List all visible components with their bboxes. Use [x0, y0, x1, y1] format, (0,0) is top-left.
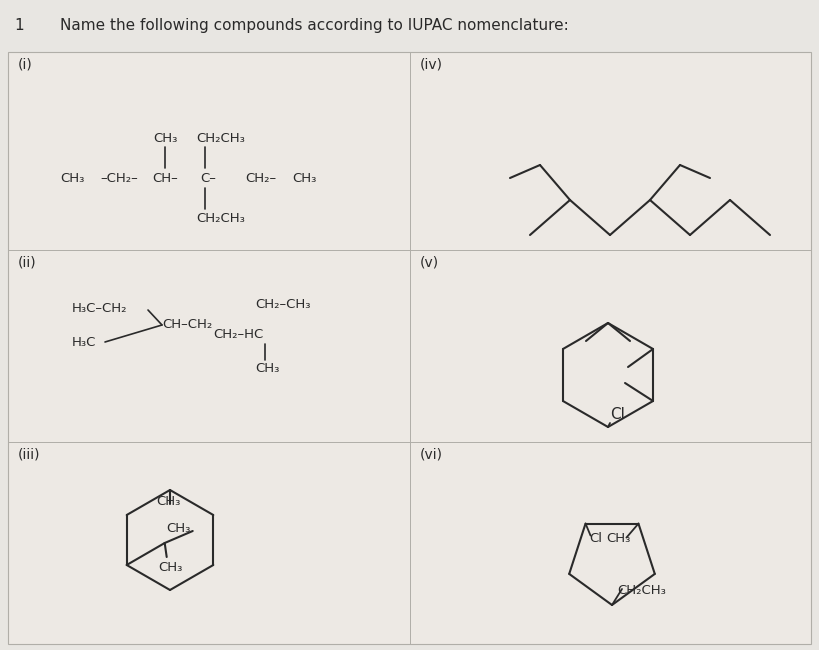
Text: CH₂–HC: CH₂–HC — [213, 328, 263, 341]
Text: Cl: Cl — [610, 407, 625, 422]
Text: Name the following compounds according to IUPAC nomenclature:: Name the following compounds according t… — [60, 18, 568, 33]
Text: CH₃: CH₃ — [156, 495, 180, 508]
Text: CH₂CH₃: CH₂CH₃ — [196, 211, 245, 224]
Text: CH₃: CH₃ — [255, 361, 279, 374]
Text: (vi): (vi) — [420, 448, 443, 462]
Text: –CH₂–: –CH₂– — [100, 172, 138, 185]
Text: CH₃: CH₃ — [606, 532, 631, 545]
Text: CH₂CH₃: CH₂CH₃ — [196, 131, 245, 144]
Text: CH₃: CH₃ — [292, 172, 316, 185]
Text: CH–CH₂: CH–CH₂ — [162, 318, 212, 332]
Text: CH₃: CH₃ — [153, 131, 178, 144]
Text: H₃C–CH₂: H₃C–CH₂ — [72, 302, 128, 315]
Text: 1: 1 — [14, 18, 24, 33]
Text: CH₂CH₃: CH₂CH₃ — [617, 584, 666, 597]
Text: CH₃: CH₃ — [159, 561, 183, 574]
Text: (iv): (iv) — [420, 58, 443, 72]
Text: (iii): (iii) — [18, 448, 40, 462]
Text: (v): (v) — [420, 255, 439, 269]
Text: CH₃: CH₃ — [60, 172, 84, 185]
Text: (ii): (ii) — [18, 255, 37, 269]
Text: H₃C: H₃C — [72, 335, 97, 348]
Text: CH–: CH– — [152, 172, 178, 185]
Text: CH₃: CH₃ — [167, 522, 191, 535]
Text: CH₂–: CH₂– — [245, 172, 276, 185]
Text: Cl: Cl — [590, 532, 603, 545]
Text: C–: C– — [200, 172, 216, 185]
Text: (i): (i) — [18, 58, 33, 72]
Text: CH₂–CH₃: CH₂–CH₃ — [255, 298, 310, 311]
